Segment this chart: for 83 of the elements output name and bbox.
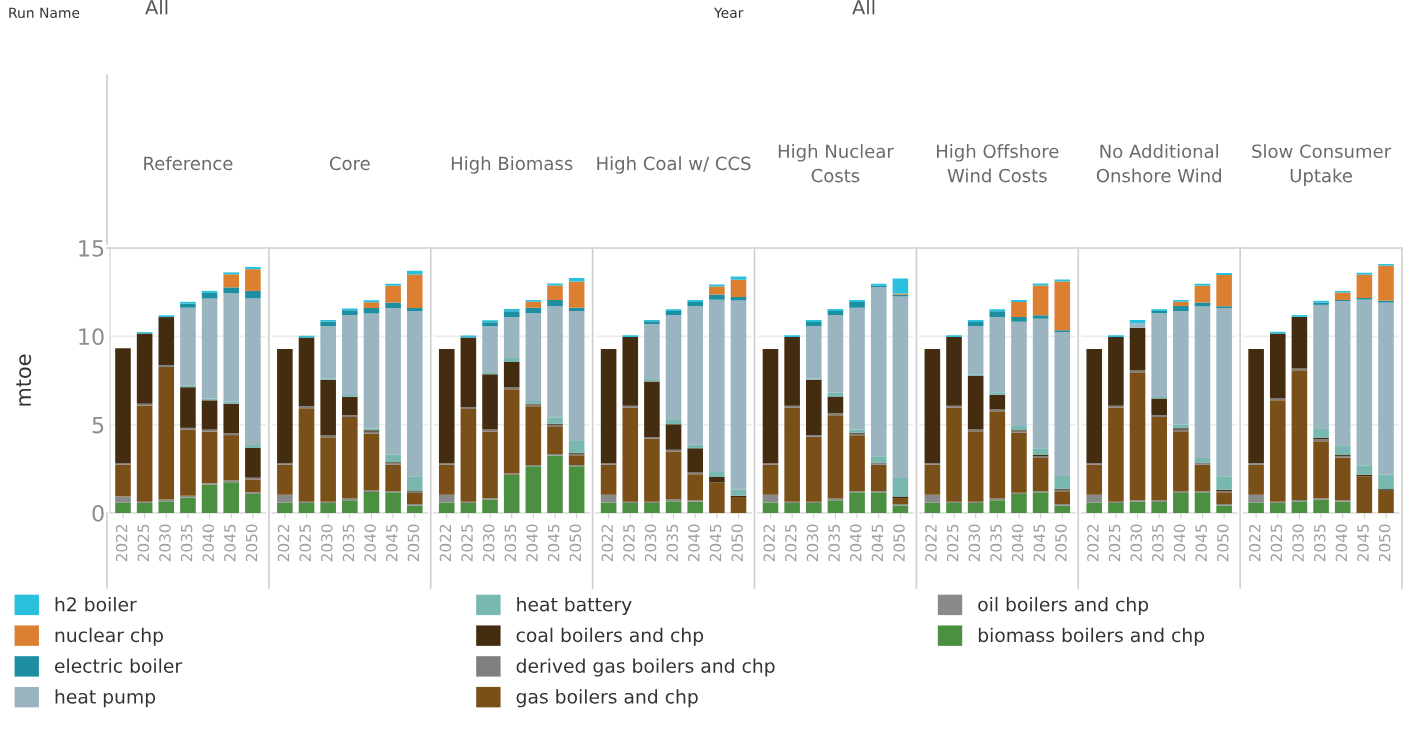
- x-tick-label: 2050: [245, 524, 258, 562]
- x-tick-label: 2022: [439, 524, 452, 562]
- x-tick-label: 2040: [526, 524, 538, 562]
- x-tick-label: 2025: [785, 524, 797, 562]
- legend-label: derived gas boilers and chp: [516, 658, 775, 677]
- x-tick-label: 2025: [623, 524, 635, 562]
- x-tick-label: 2045: [871, 524, 884, 562]
- x-tick-label: 2040: [1173, 524, 1186, 562]
- chart-title: No Additional Onshore Wind: [1096, 144, 1221, 183]
- legend-label: gas boilers and chp: [516, 689, 698, 708]
- y-tick-label: 10: [79, 328, 104, 346]
- x-tick-label: 2025: [1270, 524, 1283, 562]
- x-tick-label: 2030: [159, 524, 171, 562]
- y-tick-label: 0: [92, 504, 104, 522]
- legend-label: electric boiler: [54, 658, 183, 673]
- y-tick-label: 5: [92, 416, 104, 434]
- x-tick-label: 2030: [482, 524, 495, 562]
- chart-title: High Coal w/ CCS: [597, 156, 751, 174]
- x-tick-label: 2035: [180, 524, 193, 562]
- x-tick-label: 2030: [644, 524, 657, 562]
- x-tick-label: 2040: [688, 524, 700, 562]
- x-tick-label: 2040: [202, 524, 215, 562]
- legend-label: heat pump: [55, 689, 156, 708]
- x-tick-label: 2025: [946, 524, 959, 562]
- x-tick-label: 2040: [1011, 524, 1024, 562]
- chart-title: Reference: [144, 156, 233, 171]
- chart-title: Slow Consumer Uptake: [1252, 144, 1392, 186]
- x-tick-label: 2022: [601, 524, 614, 562]
- text: Run Name: [9, 7, 80, 19]
- x-tick-label: 2050: [1217, 524, 1229, 562]
- legend-label: h2 boiler: [55, 596, 137, 612]
- chart-title: High Biomass: [451, 156, 573, 174]
- x-tick-label: 2040: [1335, 524, 1348, 562]
- chart-title: High Offshore Wind Costs: [936, 144, 1059, 183]
- legend-label: biomass boilers and chp: [978, 627, 1205, 646]
- x-tick-label: 2022: [925, 524, 937, 562]
- x-tick-label: 2050: [407, 524, 420, 562]
- x-tick-label: 2050: [1378, 524, 1391, 562]
- x-tick-label: 2035: [342, 524, 355, 562]
- chart-title: High Nuclear Costs: [778, 144, 894, 183]
- chart-title: Core: [329, 156, 370, 171]
- x-tick-label: 2045: [1357, 524, 1369, 562]
- x-tick-label: 2035: [1152, 524, 1164, 562]
- x-tick-label: 2022: [277, 524, 290, 562]
- x-tick-label: 2022: [763, 524, 775, 562]
- x-tick-label: 2035: [504, 524, 517, 562]
- x-tick-label: 2045: [547, 524, 560, 562]
- text: All: [852, 0, 875, 15]
- x-tick-label: 2045: [385, 524, 398, 562]
- y-tick-label: 15: [79, 240, 104, 257]
- text: All: [145, 0, 168, 15]
- x-tick-label: 2040: [849, 524, 862, 562]
- x-tick-label: 2050: [569, 524, 582, 562]
- x-tick-label: 2025: [137, 524, 150, 562]
- y-axis-title: mtoe: [16, 354, 32, 406]
- x-tick-label: 2045: [709, 524, 722, 562]
- x-tick-label: 2045: [1195, 524, 1207, 562]
- x-tick-label: 2030: [968, 524, 981, 562]
- legend-label: heat battery: [517, 596, 632, 616]
- text: Year: [713, 7, 744, 19]
- x-tick-label: 2030: [1130, 524, 1142, 562]
- x-tick-label: 2050: [731, 524, 743, 562]
- x-tick-label: 2035: [990, 524, 1002, 562]
- x-tick-label: 2030: [321, 524, 333, 562]
- x-tick-label: 2022: [1087, 524, 1099, 562]
- x-tick-label: 2025: [299, 524, 311, 562]
- x-tick-label: 2022: [1248, 524, 1261, 562]
- x-tick-label: 2045: [1033, 524, 1046, 562]
- x-tick-label: 2035: [1313, 524, 1326, 562]
- legend-label: oil boilers and chp: [978, 596, 1149, 616]
- legend-label: nuclear chp: [55, 627, 163, 646]
- x-tick-label: 2040: [364, 524, 376, 562]
- legend-label: coal boilers and chp: [516, 627, 704, 646]
- x-tick-label: 2022: [115, 524, 128, 562]
- x-tick-label: 2025: [461, 524, 473, 562]
- x-tick-label: 2035: [828, 524, 840, 562]
- x-tick-label: 2050: [893, 524, 905, 562]
- x-tick-label: 2030: [806, 524, 819, 562]
- x-tick-label: 2030: [1292, 524, 1304, 562]
- x-tick-label: 2035: [666, 524, 678, 562]
- x-tick-label: 2045: [224, 524, 236, 562]
- x-tick-label: 2025: [1108, 524, 1121, 562]
- x-tick-label: 2050: [1055, 524, 1067, 562]
